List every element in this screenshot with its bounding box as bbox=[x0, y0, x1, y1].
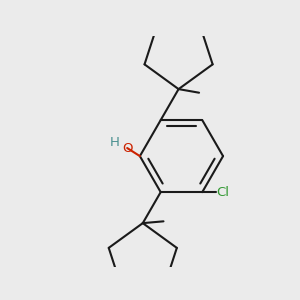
Text: Cl: Cl bbox=[217, 186, 230, 199]
Text: O: O bbox=[122, 142, 132, 154]
Text: H: H bbox=[110, 136, 119, 149]
